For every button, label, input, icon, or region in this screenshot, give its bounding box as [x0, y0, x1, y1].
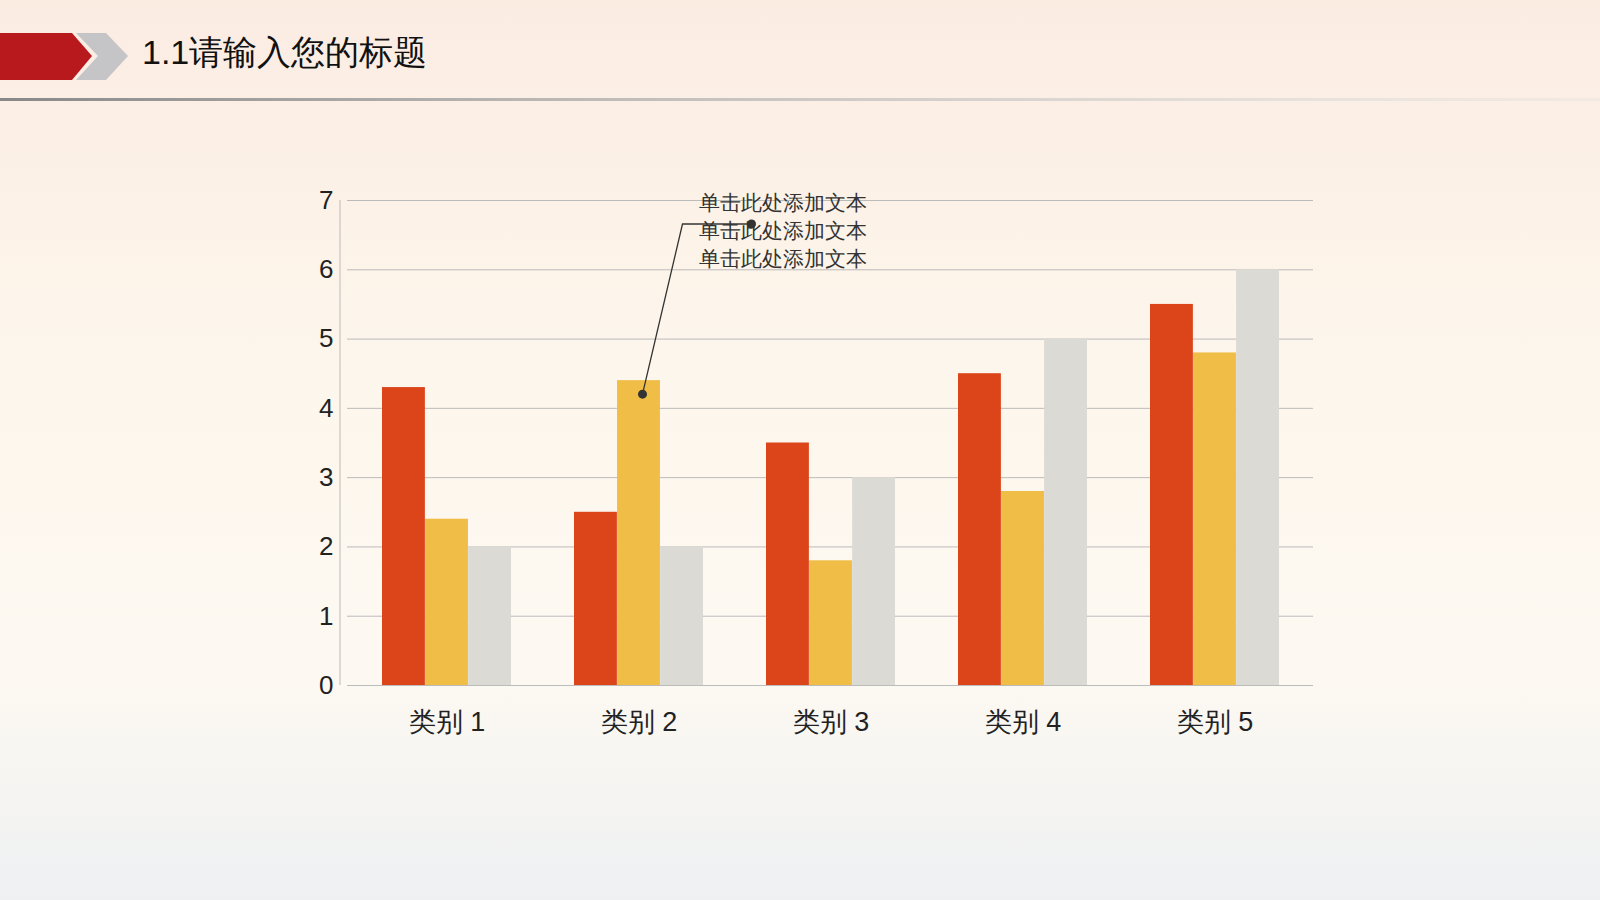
- svg-text:4: 4: [319, 393, 333, 423]
- svg-text:7: 7: [319, 185, 333, 215]
- svg-text:5: 5: [319, 323, 333, 353]
- html-text:1.1请输入您的标题: 1.1请输入您的标题: [142, 33, 428, 71]
- svg-text:类别 3: 类别 3: [793, 707, 870, 737]
- svg-text:0: 0: [319, 670, 333, 700]
- svg-text:3: 3: [319, 462, 333, 492]
- svg-text:类别 1: 类别 1: [409, 707, 486, 737]
- svg-text:2: 2: [319, 531, 333, 561]
- svg-text:6: 6: [319, 254, 333, 284]
- svg-text:1: 1: [319, 601, 333, 631]
- svg-text:类别 4: 类别 4: [985, 707, 1062, 737]
- svg-text:单击此处添加文本: 单击此处添加文本: [699, 219, 867, 242]
- svg-text:类别 5: 类别 5: [1177, 707, 1254, 737]
- svg-text:单击此处添加文本: 单击此处添加文本: [699, 191, 867, 214]
- svg-text:单击此处添加文本: 单击此处添加文本: [699, 247, 867, 270]
- svg-text:类别 2: 类别 2: [601, 707, 678, 737]
